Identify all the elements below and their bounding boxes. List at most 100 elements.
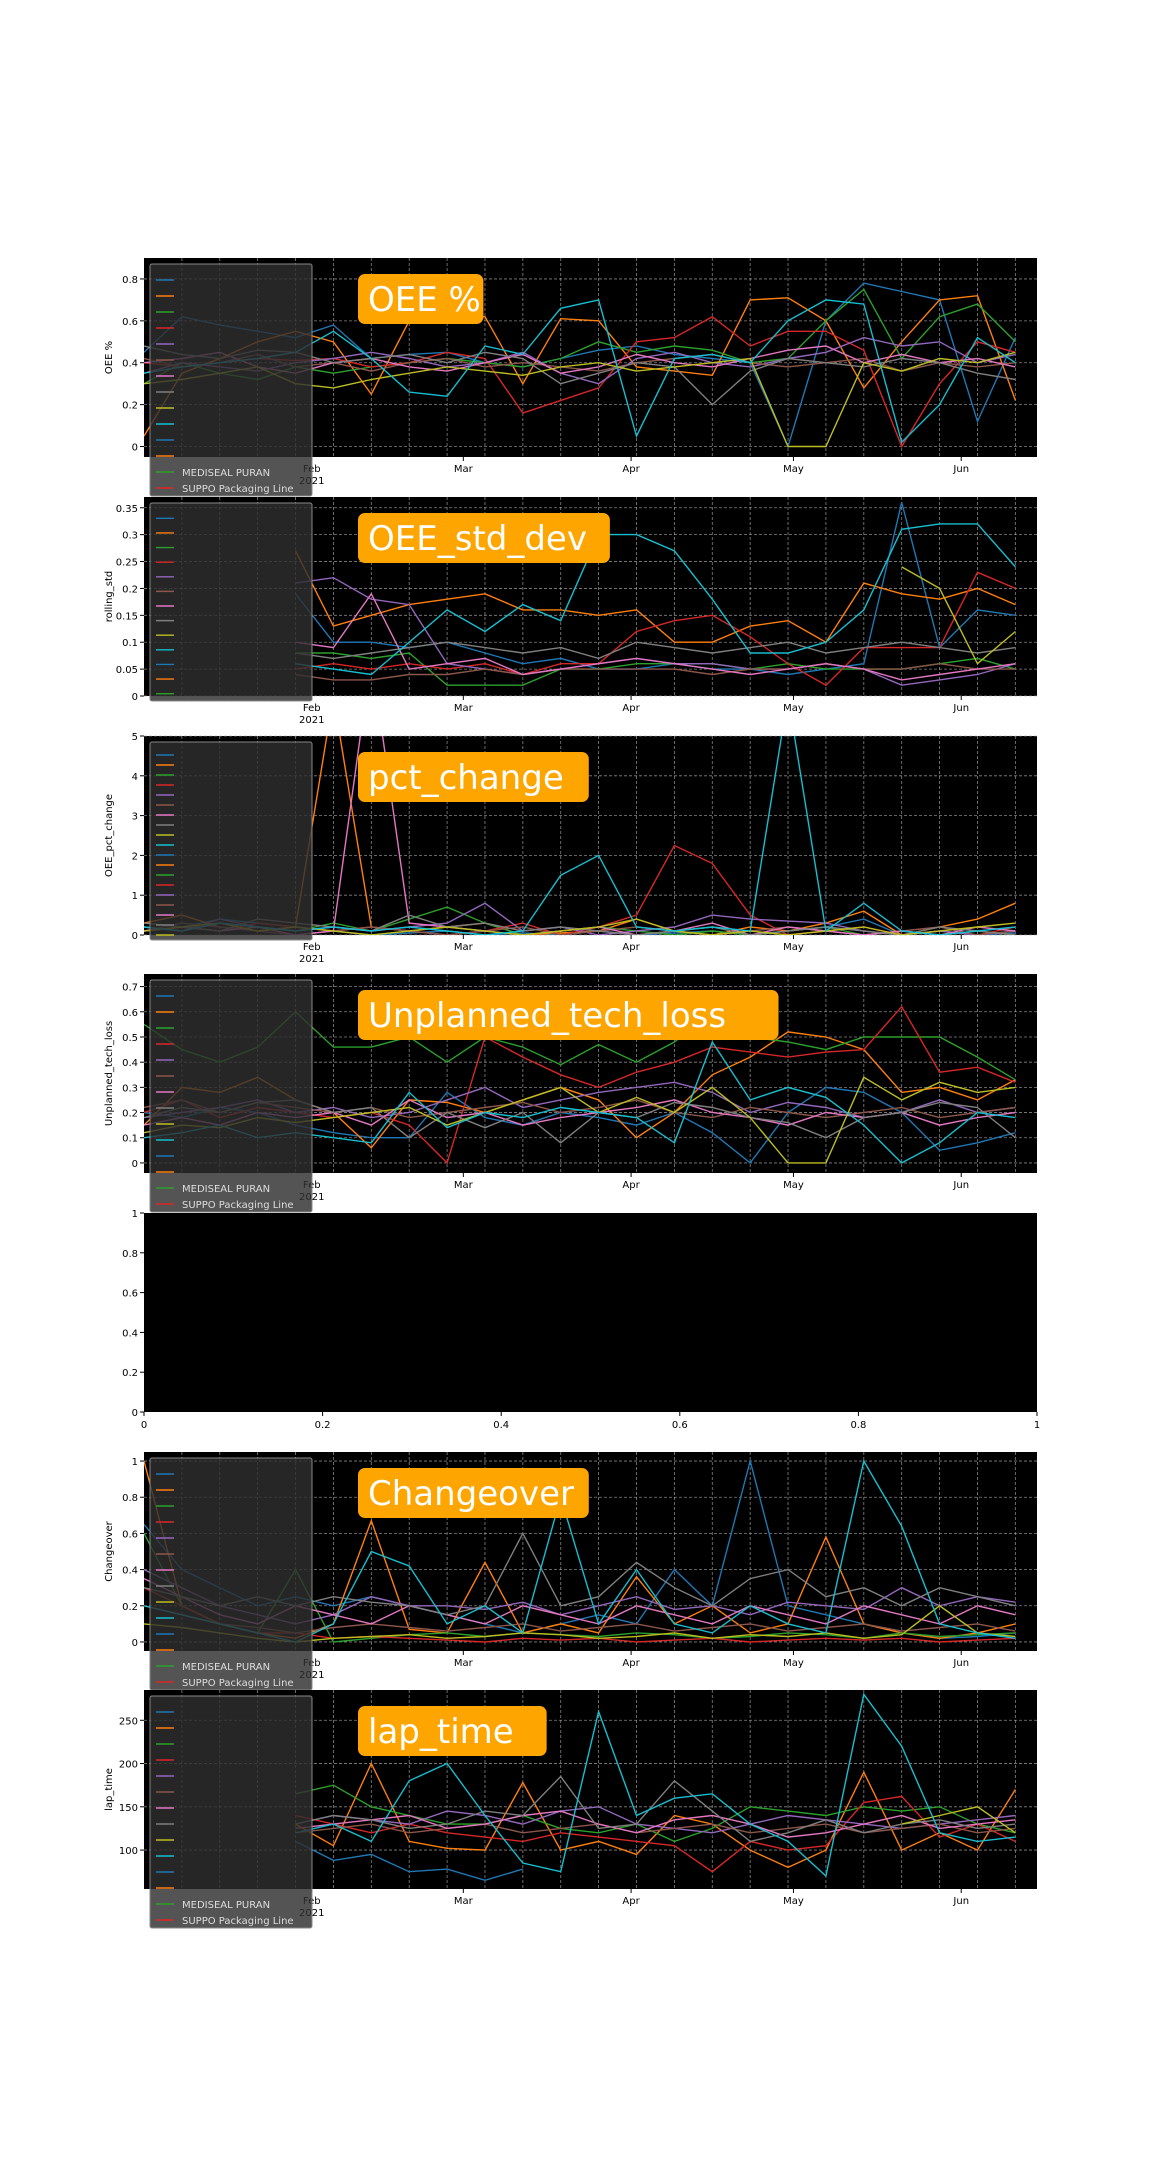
x-tick-label: Mar xyxy=(454,1658,474,1669)
legend-label: MEDISEAL PURAN xyxy=(182,1184,270,1195)
y-tick-label: 0.4 xyxy=(122,1328,138,1339)
legend-box xyxy=(149,1695,313,1929)
y-tick-label: 0.2 xyxy=(122,1368,138,1379)
y-tick-label: 0.05 xyxy=(116,665,138,676)
legend: MEDISEAL PURAN SUPPO Packaging Line xyxy=(149,979,313,1213)
y-tick-label: 0 xyxy=(132,1408,138,1419)
y-tick-label: 5 xyxy=(132,732,138,743)
series-line-7 xyxy=(295,641,1016,660)
legend-box xyxy=(149,979,313,1213)
legend-label: MEDISEAL PURAN xyxy=(182,1662,270,1673)
legend xyxy=(149,502,313,702)
series-line-5 xyxy=(295,662,1016,681)
x-tick-label: Mar xyxy=(454,1896,474,1907)
y-tick-label: 0.15 xyxy=(116,611,138,622)
x-tick-label: May xyxy=(783,1896,804,1907)
y-axis-label: rolling_std xyxy=(104,571,115,623)
series-line-0 xyxy=(295,1840,523,1882)
y-tick-label: 0.6 xyxy=(122,1529,138,1540)
x-tick-label: 0.8 xyxy=(850,1420,866,1431)
series-line-6 xyxy=(295,1810,1016,1838)
y-tick-label: 200 xyxy=(119,1760,138,1771)
chart-panel-5: 00.20.40.60.81Feb2021MarAprMayJunChangeo… xyxy=(104,1452,1037,1691)
y-tick-label: 150 xyxy=(119,1803,138,1814)
y-tick-label: 0.1 xyxy=(122,638,138,649)
y-tick-label: 0.3 xyxy=(122,1083,138,1094)
x-tick-label: Apr xyxy=(622,464,640,475)
chart-panel-4: 0 0.2 0.4 0.6 0.8 1 0 0.2 0.4 0.6 0.8 1 xyxy=(122,1209,1040,1431)
y-tick-label: 0.35 xyxy=(116,504,138,515)
x-tick-label: Mar xyxy=(454,1180,474,1191)
chart-panel-6: 100150200250Feb2021MarAprMayJunlap_timeM… xyxy=(104,1690,1037,1929)
x-tick-label: Apr xyxy=(622,703,640,714)
y-axis-label: lap_time xyxy=(104,1768,115,1811)
series-line-7 xyxy=(295,1775,1016,1843)
y-tick-label: 0.2 xyxy=(122,1602,138,1613)
y-tick-label: 0.6 xyxy=(122,1289,138,1300)
y-tick-label: 0.2 xyxy=(122,584,138,595)
y-tick-label: 0 xyxy=(132,1159,138,1170)
chart-title: Changeover xyxy=(368,1474,574,1514)
chart-panel-3: 00.10.20.30.40.50.60.7Feb2021MarAprMayJu… xyxy=(104,974,1037,1213)
legend-box xyxy=(149,741,313,941)
x-tick-label: Apr xyxy=(622,1658,640,1669)
legend-label: SUPPO Packaging Line xyxy=(182,1200,294,1211)
x-tick-label: May xyxy=(783,464,804,475)
chart-panel-0: 00.20.40.60.8Feb2021MarAprMayJunOEE %MED… xyxy=(104,258,1037,497)
series-line-6 xyxy=(295,592,1016,681)
x-tick-label: May xyxy=(783,942,804,953)
x-tick-label: Mar xyxy=(454,703,474,714)
x-tick-label: 0.4 xyxy=(493,1420,509,1431)
series-group xyxy=(294,502,1016,687)
x-tick-label: Jun xyxy=(952,464,969,475)
legend: MEDISEAL PURAN SUPPO Packaging Line xyxy=(149,1695,313,1929)
series-line-3 xyxy=(295,571,1016,687)
x-tick-label: Jun xyxy=(952,703,969,714)
x-tick-label: Jun xyxy=(952,942,969,953)
y-tick-label: 0 xyxy=(132,1638,138,1649)
legend-label: MEDISEAL PURAN xyxy=(182,1900,270,1911)
legend-label: MEDISEAL PURAN xyxy=(182,468,270,479)
chart-title: pct_change xyxy=(368,758,564,798)
chart-title: lap_time xyxy=(368,1712,514,1752)
x-tick-label: Jun xyxy=(952,1896,969,1907)
x-tick-label: 0.2 xyxy=(315,1420,331,1431)
legend-label: SUPPO Packaging Line xyxy=(182,484,294,495)
y-axis-label: Unplanned_tech_loss xyxy=(104,1021,115,1126)
y-tick-label: 0.7 xyxy=(122,983,138,994)
x-tick-label: Apr xyxy=(622,942,640,953)
y-tick-label: 0.25 xyxy=(116,558,138,569)
series-group xyxy=(295,1692,1016,1882)
y-tick-label: 0 xyxy=(132,443,138,454)
x-tick-label: Jun xyxy=(952,1658,969,1669)
legend xyxy=(149,741,313,941)
chart-title: OEE_std_dev xyxy=(368,519,587,559)
x-tick-label: May xyxy=(783,703,804,714)
x-tick-label: Feb xyxy=(303,703,321,714)
series-line-9 xyxy=(295,1692,1016,1878)
legend: MEDISEAL PURAN SUPPO Packaging Line xyxy=(149,263,313,497)
y-tick-label: 0.5 xyxy=(122,1033,138,1044)
series-line-1 xyxy=(295,1761,1016,1869)
y-tick-label: 0.2 xyxy=(122,401,138,412)
x-tick-sublabel: 2021 xyxy=(299,715,324,726)
legend-label: SUPPO Packaging Line xyxy=(182,1916,294,1927)
legend: MEDISEAL PURAN SUPPO Packaging Line xyxy=(149,1457,313,1691)
title-badge xyxy=(358,1706,547,1756)
y-tick-label: 0 xyxy=(132,692,138,703)
legend-box xyxy=(149,1457,313,1691)
series-line-8 xyxy=(901,566,1016,665)
y-tick-label: 0.1 xyxy=(122,1134,138,1145)
y-tick-label: 4 xyxy=(132,772,138,783)
y-tick-label: 3 xyxy=(132,812,138,823)
title-badge xyxy=(358,1468,589,1518)
y-tick-label: 0.6 xyxy=(122,317,138,328)
y-tick-label: 0.4 xyxy=(122,359,138,370)
x-tick-label: May xyxy=(783,1658,804,1669)
series-line-5 xyxy=(295,1823,1016,1834)
x-tick-sublabel: 2021 xyxy=(299,954,324,965)
chart-title: Unplanned_tech_loss xyxy=(368,996,726,1036)
